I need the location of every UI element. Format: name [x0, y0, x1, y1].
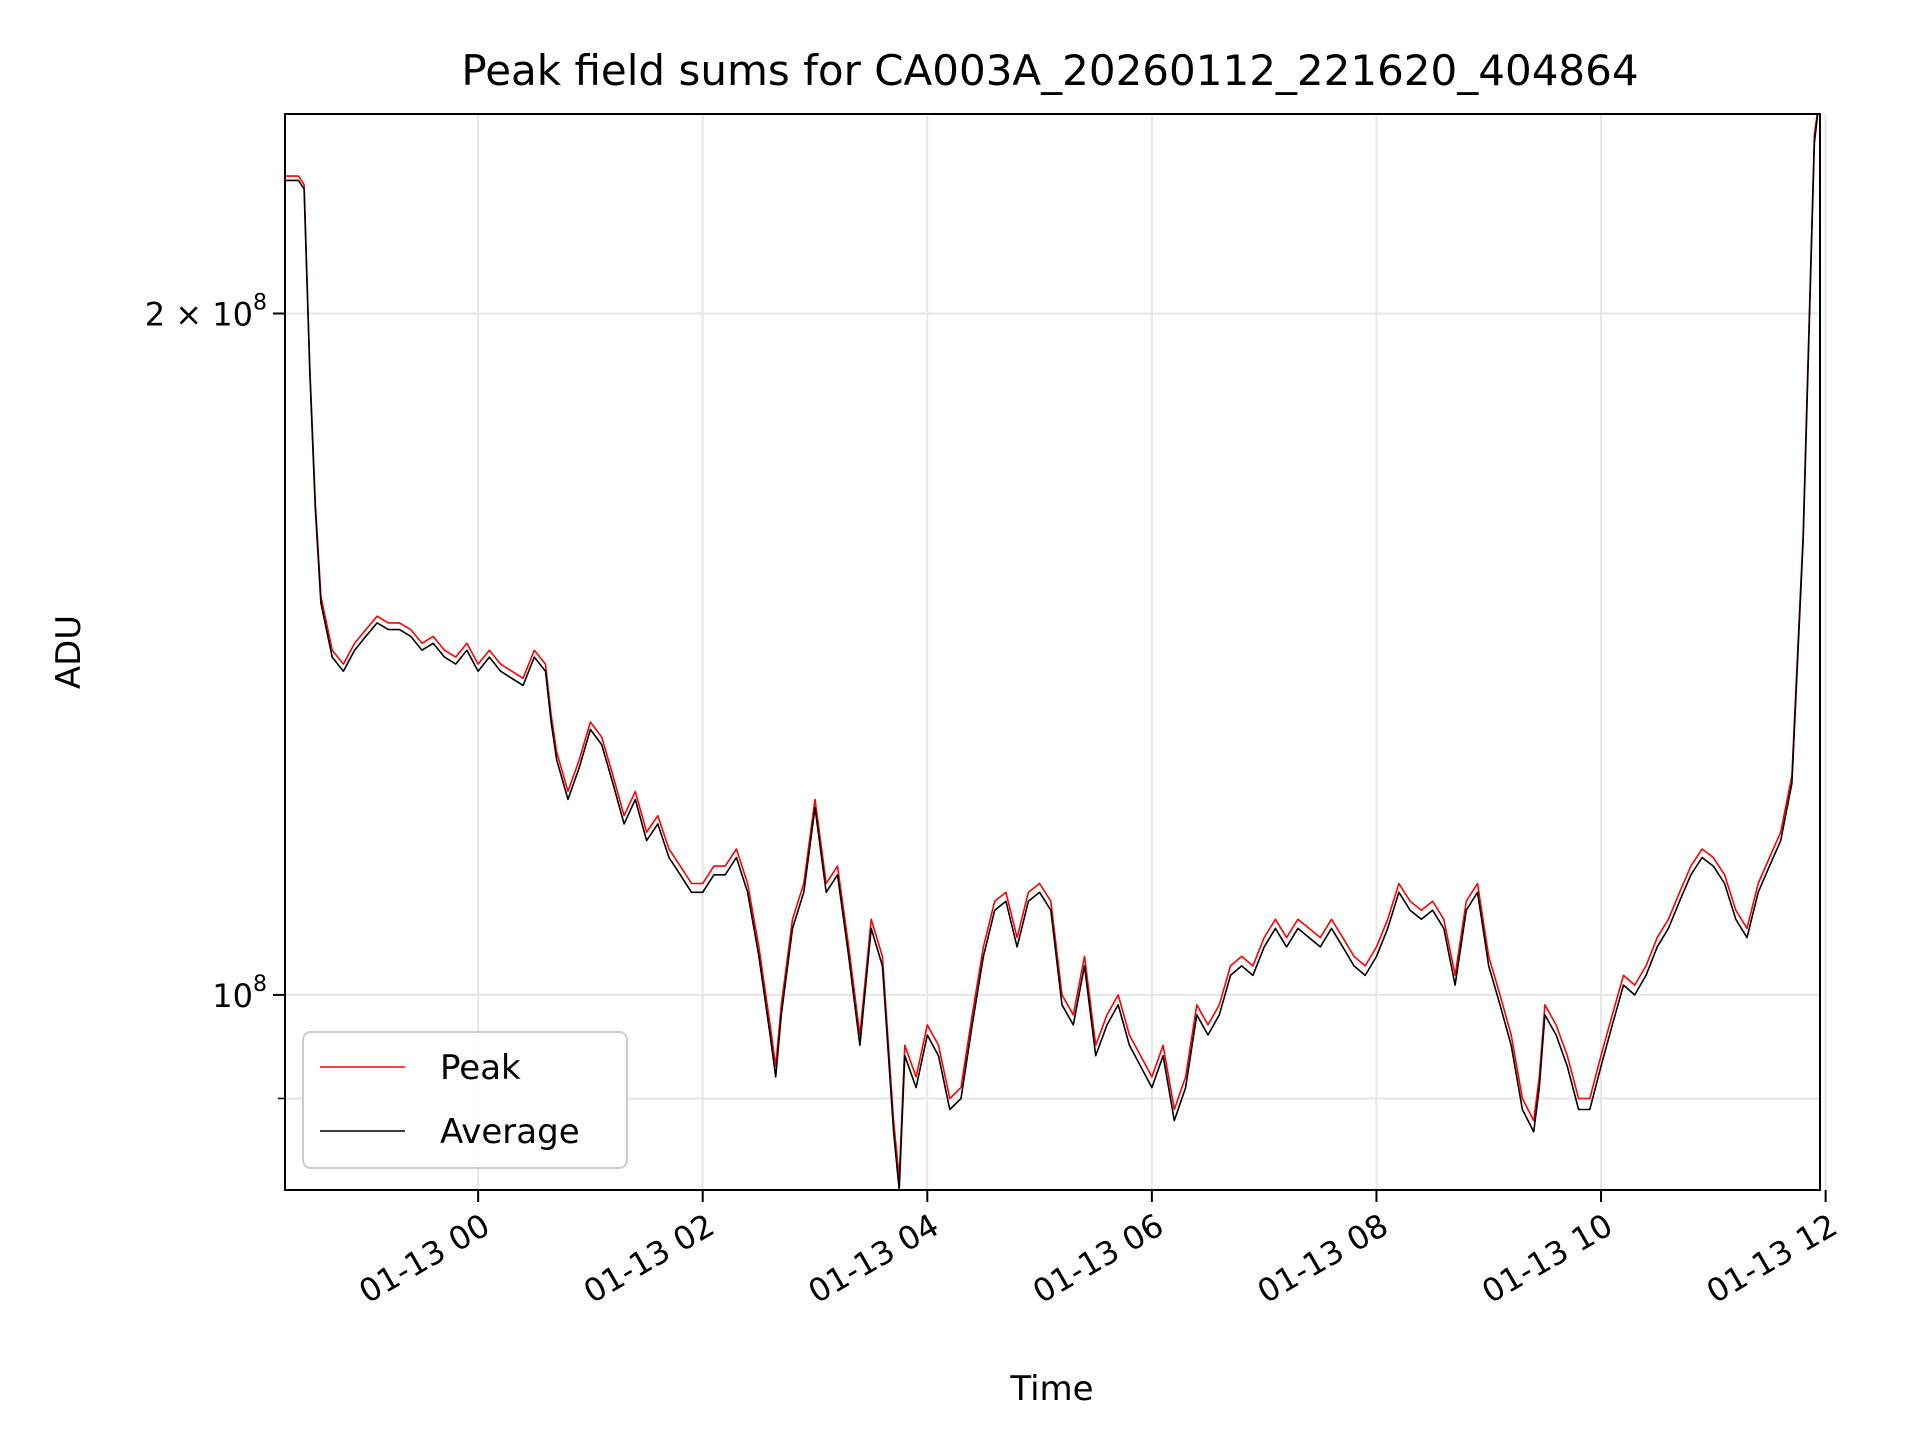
- plot-frame: [284, 113, 1821, 1191]
- y-tick-label-exp: 8: [253, 291, 267, 316]
- legend-label-average: Average: [440, 1112, 580, 1152]
- y-tick-label-base: 10: [212, 977, 253, 1015]
- chart-title: Peak field sums for CA003A_20260112_2216…: [461, 46, 1638, 95]
- legend-label-peak: Peak: [440, 1048, 521, 1088]
- y-tick-label: 2 × 108: [145, 291, 267, 334]
- y-tick-label-base: 2 × 10: [145, 296, 253, 334]
- y-tick-label: 108: [212, 972, 267, 1015]
- legend-box: [302, 1031, 628, 1169]
- series-layer: [285, 114, 1819, 1190]
- grid-lines: [285, 114, 1827, 1190]
- y-axis-label: ADU: [49, 615, 89, 689]
- series-line-peak: [285, 114, 1819, 1179]
- series-line-average: [285, 114, 1819, 1190]
- y-tick-label-exp: 8: [253, 972, 267, 997]
- x-axis-label: Time: [1009, 1369, 1093, 1409]
- legend: Peak Average: [302, 1031, 628, 1169]
